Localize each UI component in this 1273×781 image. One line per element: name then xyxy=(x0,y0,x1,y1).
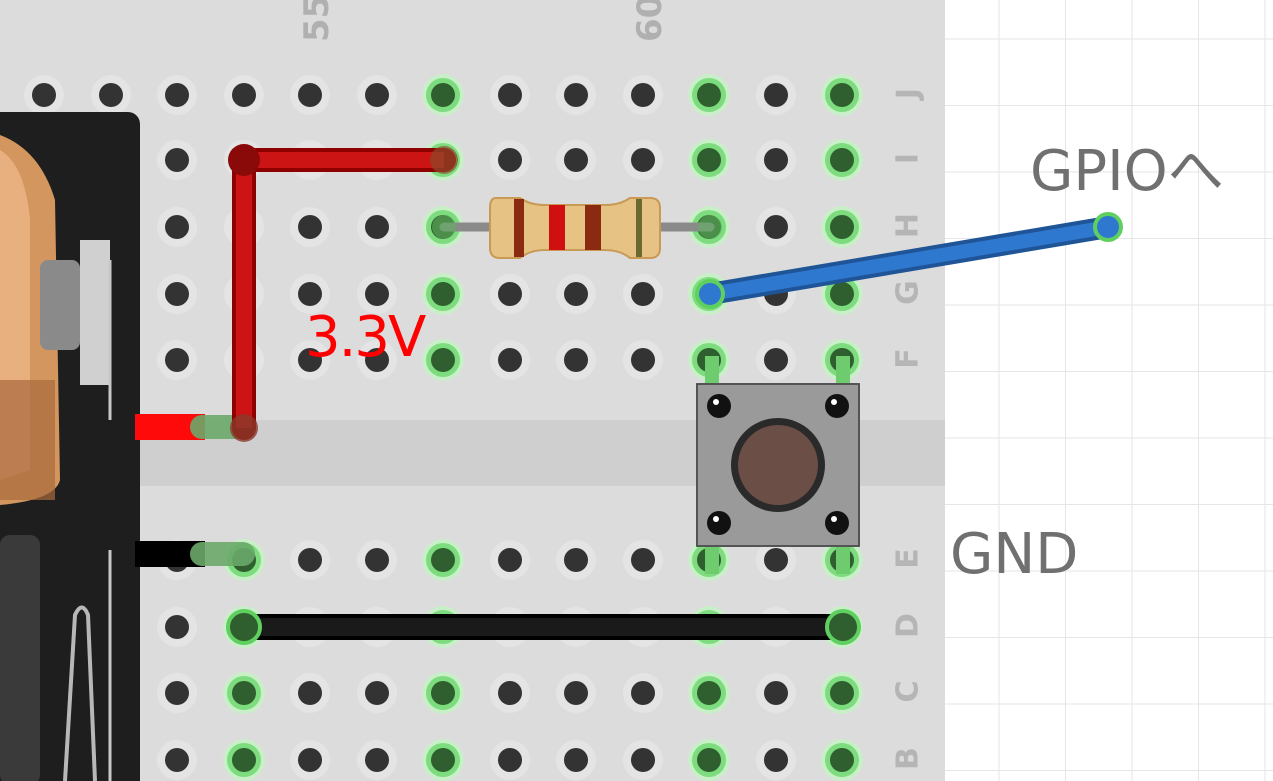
breadboard-hole[interactable] xyxy=(830,282,854,306)
breadboard-hole[interactable] xyxy=(431,83,455,107)
pushbutton-cap xyxy=(738,425,818,505)
breadboard-hole[interactable] xyxy=(298,282,322,306)
breadboard-hole[interactable] xyxy=(564,681,588,705)
breadboard-hole[interactable] xyxy=(231,681,256,705)
breadboard-hole[interactable] xyxy=(763,215,788,239)
breadboard-hole[interactable] xyxy=(697,681,721,705)
breadboard-hole[interactable] xyxy=(497,348,522,372)
breadboard-hole[interactable] xyxy=(298,748,322,772)
breadboard-hole[interactable] xyxy=(364,348,389,372)
breadboard-hole[interactable] xyxy=(697,148,721,172)
breadboard-hole[interactable] xyxy=(630,83,655,107)
breadboard-hole[interactable] xyxy=(564,748,588,772)
raspberry-pi-board[interactable] xyxy=(0,112,140,781)
breadboard-hole[interactable] xyxy=(364,215,389,239)
breadboard-hole[interactable] xyxy=(763,748,788,772)
breadboard-hole[interactable] xyxy=(431,348,455,372)
breadboard-hole[interactable] xyxy=(564,348,588,372)
breadboard-hole[interactable] xyxy=(231,83,256,107)
breadboard-hole[interactable] xyxy=(497,748,522,772)
breadboard-hole[interactable] xyxy=(364,748,389,772)
breadboard-hole[interactable] xyxy=(364,83,389,107)
breadboard-hole[interactable] xyxy=(98,83,123,107)
breadboard-hole[interactable] xyxy=(697,83,721,107)
breadboard-hole[interactable] xyxy=(364,681,389,705)
breadboard-hole[interactable] xyxy=(830,148,854,172)
breadboard-hole[interactable] xyxy=(697,748,721,772)
breadboard-hole[interactable] xyxy=(630,748,655,772)
breadboard-hole[interactable] xyxy=(564,83,588,107)
canvas-grid xyxy=(945,0,1273,781)
breadboard-hole[interactable] xyxy=(564,148,588,172)
breadboard-hole[interactable] xyxy=(165,83,189,107)
breadboard-hole[interactable] xyxy=(830,681,854,705)
breadboard-hole[interactable] xyxy=(497,148,522,172)
breadboard-hole[interactable] xyxy=(564,282,588,306)
resistor-band-3 xyxy=(585,205,601,250)
breadboard-hole[interactable] xyxy=(497,681,522,705)
resistor-band-4 xyxy=(636,199,642,257)
resistor-band-2 xyxy=(549,205,565,250)
breadboard-hole[interactable] xyxy=(165,148,189,172)
breadboard-hole[interactable] xyxy=(165,615,189,639)
resistor[interactable] xyxy=(432,197,722,259)
breadboard-hole[interactable] xyxy=(32,83,56,107)
breadboard-hole[interactable] xyxy=(298,548,322,572)
resistor-band-1 xyxy=(514,199,524,257)
breadboard-hole[interactable] xyxy=(564,548,588,572)
breadboard-hole[interactable] xyxy=(830,215,854,239)
breadboard-hole[interactable] xyxy=(497,83,522,107)
breadboard-hole[interactable] xyxy=(630,148,655,172)
breadboard-hole[interactable] xyxy=(298,681,322,705)
breadboard-hole[interactable] xyxy=(830,83,854,107)
breadboard-hole[interactable] xyxy=(763,548,788,572)
breadboard-hole[interactable] xyxy=(165,215,189,239)
breadboard-hole[interactable] xyxy=(630,348,655,372)
breadboard-hole[interactable] xyxy=(497,282,522,306)
breadboard-hole[interactable] xyxy=(165,748,189,772)
breadboard-hole[interactable] xyxy=(497,548,522,572)
breadboard-hole[interactable] xyxy=(364,282,389,306)
breadboard-hole[interactable] xyxy=(165,348,189,372)
breadboard-hole[interactable] xyxy=(630,548,655,572)
breadboard-hole[interactable] xyxy=(298,83,322,107)
gpio-label: GPIOへ xyxy=(1030,139,1224,204)
breadboard-hole[interactable] xyxy=(431,681,455,705)
breadboard-hole[interactable] xyxy=(763,148,788,172)
gnd-label: GND xyxy=(950,522,1079,587)
voltage-label: 3.3V xyxy=(305,305,426,370)
breadboard-hole[interactable] xyxy=(630,681,655,705)
breadboard-hole[interactable] xyxy=(364,548,389,572)
power-wire-3v3[interactable] xyxy=(228,144,458,442)
breadboard-hole[interactable] xyxy=(830,748,854,772)
ground-wire[interactable] xyxy=(226,609,861,645)
breadboard-hole[interactable] xyxy=(763,348,788,372)
breadboard-hole[interactable] xyxy=(630,282,655,306)
pushbutton[interactable] xyxy=(696,356,860,574)
breadboard-hole[interactable] xyxy=(298,215,322,239)
gpio-wire[interactable] xyxy=(695,212,1123,309)
breadboard-hole[interactable] xyxy=(431,548,455,572)
breadboard-hole[interactable] xyxy=(231,748,256,772)
breadboard-hole[interactable] xyxy=(431,748,455,772)
breadboard-hole[interactable] xyxy=(763,83,788,107)
breadboard-hole[interactable] xyxy=(165,282,189,306)
breadboard-hole[interactable] xyxy=(431,282,455,306)
breadboard-hole[interactable] xyxy=(165,681,189,705)
breadboard-hole[interactable] xyxy=(298,348,322,372)
breadboard-hole[interactable] xyxy=(763,681,788,705)
